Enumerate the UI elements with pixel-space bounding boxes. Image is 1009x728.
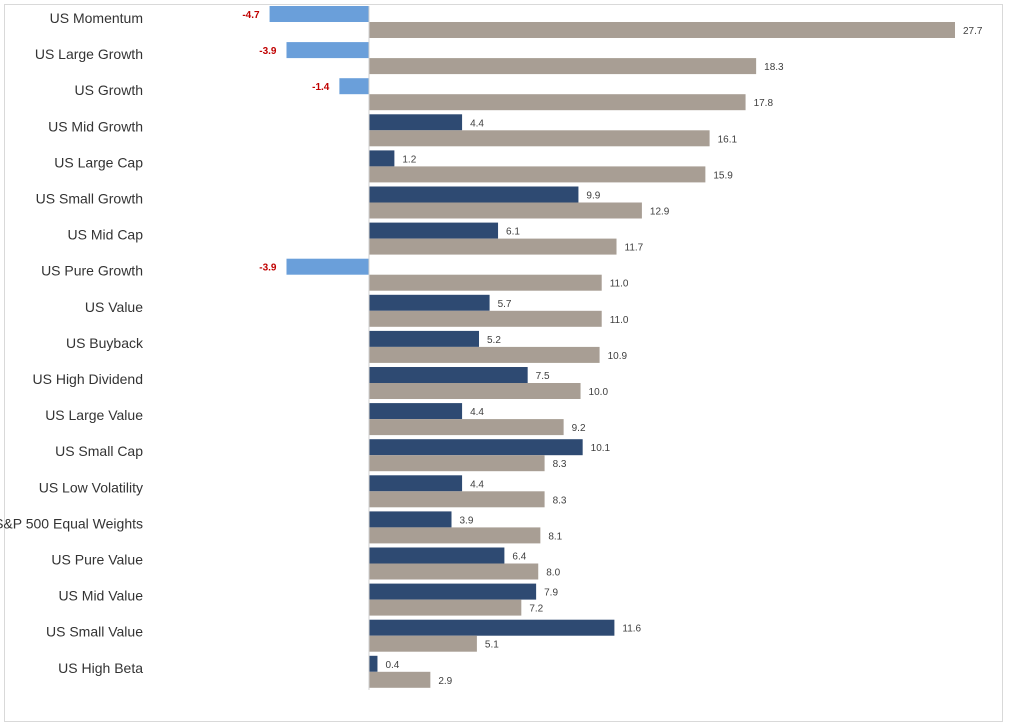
bar-series-1	[369, 619, 615, 636]
data-label: 6.4	[512, 552, 526, 563]
category-label: US Mid Cap	[68, 227, 144, 243]
bar-series-1	[339, 78, 369, 95]
bar-series-1	[369, 186, 579, 203]
bar-series-2	[369, 202, 642, 219]
bar-series-2	[369, 527, 541, 544]
data-label: 10.9	[608, 351, 628, 362]
bar-series-2	[369, 130, 710, 147]
category-label: US Pure Value	[51, 552, 143, 568]
category-label: US Mid Growth	[48, 118, 143, 134]
data-label: 4.4	[470, 479, 484, 490]
data-label: 18.3	[764, 62, 784, 73]
category-label: US Large Growth	[35, 46, 143, 62]
data-label: 7.2	[529, 604, 543, 615]
data-label: 6.1	[506, 227, 520, 238]
data-label: 7.5	[536, 371, 550, 382]
bar-series-2	[369, 274, 602, 291]
bar-series-2	[369, 599, 522, 616]
data-label: 16.1	[718, 134, 738, 145]
category-label: US Small Cap	[55, 443, 143, 459]
data-label: 7.9	[544, 588, 558, 599]
data-label: 4.4	[470, 407, 484, 418]
bar-series-1	[369, 655, 378, 672]
bar-series-2	[369, 58, 757, 75]
data-label: 3.9	[460, 515, 474, 526]
data-label: 10.0	[589, 387, 609, 398]
bar-series-2	[369, 238, 617, 255]
data-label: 1.2	[402, 154, 416, 165]
bar-series-1	[369, 367, 528, 383]
category-label: US High Beta	[58, 660, 143, 676]
category-label: US Pure Growth	[41, 263, 143, 279]
bar-series-1	[286, 42, 369, 59]
bar-series-2	[369, 455, 545, 472]
category-label: US Low Volatility	[39, 479, 143, 495]
bar-series-2	[369, 310, 602, 327]
category-label: S&P 500 Equal Weights	[0, 515, 143, 531]
bar-series-2	[369, 671, 431, 688]
category-label: US Small Growth	[36, 191, 143, 207]
category-label: US Large Value	[45, 407, 143, 423]
bar-series-1	[369, 294, 490, 311]
data-label: 8.3	[553, 459, 567, 470]
data-label: 11.6	[622, 624, 641, 635]
data-label: 10.1	[591, 443, 611, 454]
data-label: -3.9	[259, 46, 277, 57]
bar-series-2	[369, 635, 477, 652]
data-label: 9.9	[586, 191, 600, 202]
data-label: -1.4	[312, 82, 330, 93]
data-label: 8.0	[546, 568, 560, 579]
data-label: -3.9	[259, 263, 277, 274]
bar-series-1	[369, 583, 537, 600]
bar-series-1	[369, 330, 480, 347]
bar-series-2	[369, 346, 600, 363]
data-label: 2.9	[438, 676, 452, 687]
bar-series-1	[369, 222, 499, 239]
category-label: US Mid Value	[58, 588, 143, 604]
category-label: US Value	[85, 299, 143, 315]
data-label: 17.8	[754, 98, 774, 109]
data-label: 5.2	[487, 335, 501, 346]
category-label: US Buyback	[66, 335, 144, 351]
bar-series-1	[369, 439, 583, 456]
bar-series-2	[369, 419, 564, 436]
bar-series-2	[369, 491, 545, 508]
bar-series-1	[369, 403, 463, 420]
data-label: 9.2	[572, 423, 586, 434]
data-label: 0.4	[385, 660, 399, 671]
bar-series-1	[369, 150, 395, 167]
data-label: 8.1	[548, 531, 562, 542]
data-label: -4.7	[242, 10, 260, 21]
bar-series-2	[369, 563, 539, 580]
data-label: 27.7	[963, 26, 983, 37]
bar-series-2	[369, 166, 706, 183]
data-label: 5.1	[485, 640, 499, 651]
category-label: US Small Value	[46, 624, 143, 640]
chart-frame	[4, 4, 1003, 722]
bar-series-1	[369, 547, 505, 564]
data-label: 8.3	[553, 495, 567, 506]
bar-series-2	[369, 383, 581, 399]
data-label: 4.4	[470, 118, 484, 129]
bar-series-1	[369, 114, 463, 131]
category-label: US Large Cap	[54, 154, 143, 170]
bar-series-2	[369, 22, 955, 38]
data-label: 12.9	[650, 207, 670, 218]
category-label: US Momentum	[50, 10, 143, 26]
data-label: 11.0	[610, 279, 629, 290]
bar-series-1	[286, 258, 369, 275]
bar-series-1	[369, 511, 452, 528]
bar-series-1	[369, 475, 463, 492]
data-label: 11.7	[625, 243, 644, 254]
category-label: US High Dividend	[33, 371, 144, 387]
data-label: 5.7	[498, 299, 512, 310]
data-label: 11.0	[610, 315, 629, 326]
data-label: 15.9	[713, 170, 733, 181]
category-label: US Growth	[75, 82, 143, 98]
bar-series-2	[369, 94, 746, 111]
bar-series-1	[269, 6, 369, 22]
